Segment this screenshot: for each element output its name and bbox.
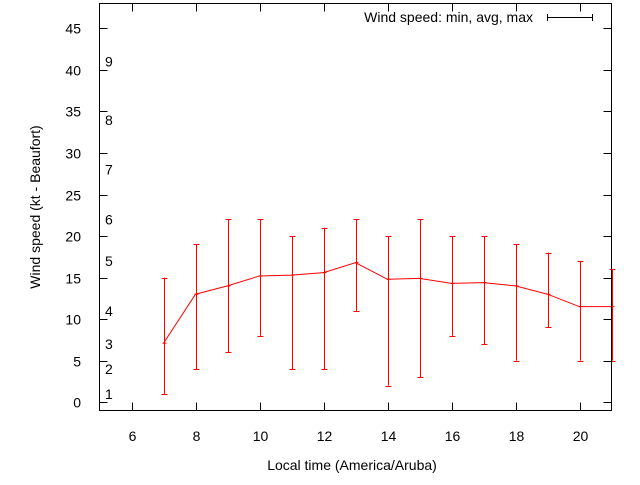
beaufort-label: 9 (105, 54, 113, 70)
error-bar (513, 244, 520, 362)
error-bar (257, 219, 264, 337)
x-axis-label: Local time (America/Aruba) (267, 457, 437, 473)
x-tick-label: 12 (317, 428, 333, 444)
error-bar (353, 219, 360, 312)
y-tick-label: 5 (73, 354, 81, 370)
error-bar (161, 277, 168, 395)
y-tick-label: 15 (65, 271, 81, 287)
beaufort-label: 5 (105, 253, 113, 269)
error-bar (193, 244, 200, 370)
error-bar (577, 260, 584, 362)
y-tick-label: 40 (65, 63, 81, 79)
error-bar (609, 269, 616, 362)
beaufort-label: 7 (105, 162, 113, 178)
x-tick-label: 10 (253, 428, 269, 444)
y-tick-label: 10 (65, 312, 81, 328)
beaufort-label: 1 (105, 386, 113, 402)
x-tick-label: 18 (509, 428, 525, 444)
beaufort-label: 6 (105, 211, 113, 227)
error-bar (545, 252, 552, 328)
y-tick-label: 0 (73, 395, 81, 411)
x-tick-label: 8 (193, 428, 201, 444)
y-tick-label: 20 (65, 229, 81, 245)
beaufort-label: 2 (105, 361, 113, 377)
x-tick-label: 14 (381, 428, 397, 444)
error-bar (289, 236, 296, 370)
beaufort-label: 4 (105, 303, 113, 319)
beaufort-labels: 1 2 3 4 5 6 7 8 9 (105, 54, 113, 402)
y-tick-label: 35 (65, 104, 81, 120)
plot-marks (161, 219, 616, 395)
error-bar (417, 219, 424, 378)
x-tick-label: 6 (129, 428, 137, 444)
y-tick-label: 30 (65, 146, 81, 162)
x-tick-label: 20 (573, 428, 589, 444)
y-axis-label: Wind speed (kt - Beaufort) (27, 125, 43, 288)
legend: Wind speed: min, avg, max (364, 9, 593, 25)
x-tick-label: 16 (445, 428, 461, 444)
error-bar (321, 227, 328, 370)
error-bar (225, 219, 232, 353)
legend-label: Wind speed: min, avg, max (364, 9, 533, 25)
error-bar (385, 236, 392, 387)
y-tick-label: 25 (65, 188, 81, 204)
error-bar (481, 236, 488, 345)
beaufort-label: 3 (105, 336, 113, 352)
plot-frame (99, 3, 612, 411)
beaufort-label: 8 (105, 112, 113, 128)
avg-line (163, 262, 612, 344)
error-bar (449, 236, 456, 337)
y-tick-label: 45 (65, 21, 81, 37)
